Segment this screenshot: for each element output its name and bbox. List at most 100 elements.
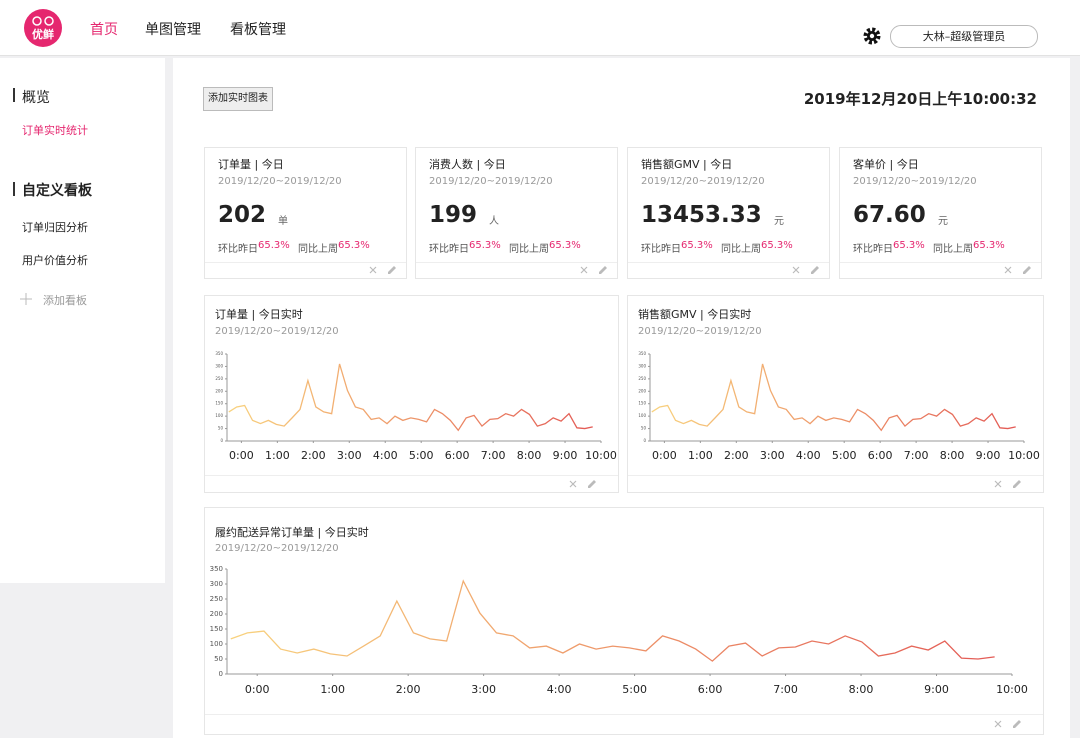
y-tick-label: 200 (210, 610, 223, 618)
x-tick-label: 0:00 (229, 449, 254, 462)
user-menu[interactable]: 大林–超级管理员 (890, 25, 1038, 48)
nav-item[interactable]: 首页 (90, 22, 118, 38)
y-tick-label: 150 (215, 401, 223, 406)
x-tick-label: 1:00 (320, 683, 345, 696)
x-tick-label: 9:00 (976, 449, 1001, 462)
y-tick-label: 200 (638, 388, 646, 393)
y-tick-label: 300 (210, 580, 223, 588)
comparison-label: 同比上周 (933, 244, 973, 255)
settings-icon[interactable] (862, 26, 882, 46)
datetime: 2019年12月20日上午10:00:32 (803, 90, 1037, 108)
comparison-value: 65.3% (681, 240, 713, 251)
card-actions[interactable] (568, 479, 598, 489)
y-tick-label: 100 (210, 640, 223, 648)
kpi-date: 2019/12/20~2019/12/20 (429, 176, 553, 187)
y-tick-label: 350 (638, 351, 646, 356)
card-actions[interactable] (993, 479, 1023, 489)
x-tick-label: 2:00 (301, 449, 326, 462)
kpi-value: 202 (218, 202, 267, 228)
nav-item[interactable]: 单图管理 (145, 22, 201, 38)
kpi-title: 销售额GMV | 今日 (641, 158, 733, 171)
y-tick-label: 0 (219, 670, 223, 678)
x-tick-label: 8:00 (849, 683, 874, 696)
chart-card: 订单量 | 今日实时 2019/12/20~2019/12/20 0 50 100 150… (204, 295, 619, 493)
comparison-label: 同比上周 (298, 244, 338, 255)
logo: 优鲜 (24, 9, 62, 47)
comparison-value: 65.3% (893, 240, 925, 251)
line-series (228, 363, 593, 432)
comparison-value: 65.3% (973, 240, 1005, 251)
card-divider (628, 262, 829, 263)
card-actions[interactable] (993, 719, 1023, 729)
chart: 0 50 100 150 200 250 300 350 0:00 1:00 2:00 3:00 4:0… (215, 351, 617, 462)
kpi-date: 2019/12/20~2019/12/20 (218, 176, 342, 187)
chart-title: 销售额GMV | 今日实时 (638, 308, 752, 321)
comparison-label: 环比昨日 (641, 244, 681, 255)
header: 优鲜 首页 单图管理 看板管理 大林–超级管理员 (0, 0, 1080, 56)
y-tick-label: 200 (215, 388, 223, 393)
comparison-value: 65.3% (761, 240, 793, 251)
y-tick-label: 250 (638, 376, 646, 381)
y-tick-label: 350 (215, 351, 223, 356)
chart: 0 50 100 150 200 250 300 350 0:00 1:00 2:00 3:00 4:0… (638, 351, 1040, 462)
x-tick-label: 1:00 (688, 449, 713, 462)
chart: 0 50 100 150 200 250 300 350 0:00 1:00 2:00 3:00 4:0… (210, 565, 1028, 696)
menu-item[interactable]: 订单实时统计 (22, 124, 88, 137)
kpi-card: 销售额GMV | 今日 2019/12/20~2019/12/20 13453.33… (627, 147, 830, 279)
menu-item[interactable]: 订单归因分析 (22, 221, 88, 234)
comparison-label: 环比昨日 (429, 244, 469, 255)
card-divider (205, 262, 406, 263)
section-bar (13, 88, 15, 102)
x-tick-label: 10:00 (585, 449, 617, 462)
card-divider (205, 475, 618, 476)
x-tick-label: 10:00 (996, 683, 1028, 696)
line-series (651, 363, 1016, 432)
menu-item[interactable]: 用户价值分析 (22, 254, 88, 267)
y-tick-label: 300 (638, 363, 646, 368)
comparison-value: 65.3% (469, 240, 501, 251)
y-tick-label: 300 (215, 363, 223, 368)
add-board[interactable]: 添加看板 (43, 294, 87, 307)
comparison-value: 65.3% (338, 240, 370, 251)
y-tick-label: 150 (210, 625, 223, 633)
comparison-label: 环比昨日 (853, 244, 893, 255)
x-tick-label: 7:00 (481, 449, 506, 462)
x-tick-label: 10:00 (1008, 449, 1040, 462)
x-tick-label: 7:00 (773, 683, 798, 696)
chart-title: 履约配送异常订单量 | 今日实时 (215, 526, 369, 539)
logo-text: 优鲜 (32, 27, 54, 41)
add-chart-button[interactable]: 添加实时图表 (203, 87, 273, 111)
kpi-title: 客单价 | 今日 (853, 158, 919, 171)
kpi-date: 2019/12/20~2019/12/20 (641, 176, 765, 187)
card-actions[interactable] (1003, 265, 1033, 275)
chart-subtitle: 2019/12/20~2019/12/20 (215, 326, 339, 337)
comparison-label: 同比上周 (721, 244, 761, 255)
kpi-unit: 人 (489, 216, 499, 227)
card-actions[interactable] (579, 265, 609, 275)
x-tick-label: 3:00 (337, 449, 362, 462)
kpi-value: 13453.33 (641, 202, 762, 228)
y-tick-label: 350 (210, 565, 223, 573)
y-tick-label: 0 (643, 438, 646, 443)
chart-subtitle: 2019/12/20~2019/12/20 (215, 543, 339, 554)
kpi-value: 199 (429, 202, 478, 228)
section-title: 自定义看板 (22, 183, 92, 199)
card-divider (416, 262, 617, 263)
y-tick-label: 100 (215, 413, 223, 418)
x-tick-label: 3:00 (760, 449, 785, 462)
y-tick-label: 250 (210, 595, 223, 603)
card-divider (628, 475, 1043, 476)
nav-item[interactable]: 看板管理 (230, 22, 286, 38)
x-tick-label: 5:00 (622, 683, 647, 696)
kpi-card: 客单价 | 今日 2019/12/20~2019/12/20 67.60 元环比昨日 6… (839, 147, 1042, 279)
x-tick-label: 4:00 (373, 449, 398, 462)
x-tick-label: 7:00 (904, 449, 929, 462)
x-tick-label: 5:00 (832, 449, 857, 462)
x-tick-label: 8:00 (940, 449, 965, 462)
card-actions[interactable] (791, 265, 821, 275)
section-title: 概览 (22, 90, 50, 106)
x-tick-label: 2:00 (724, 449, 749, 462)
comparison-label: 环比昨日 (218, 244, 258, 255)
card-actions[interactable] (368, 265, 398, 275)
x-tick-label: 8:00 (517, 449, 542, 462)
